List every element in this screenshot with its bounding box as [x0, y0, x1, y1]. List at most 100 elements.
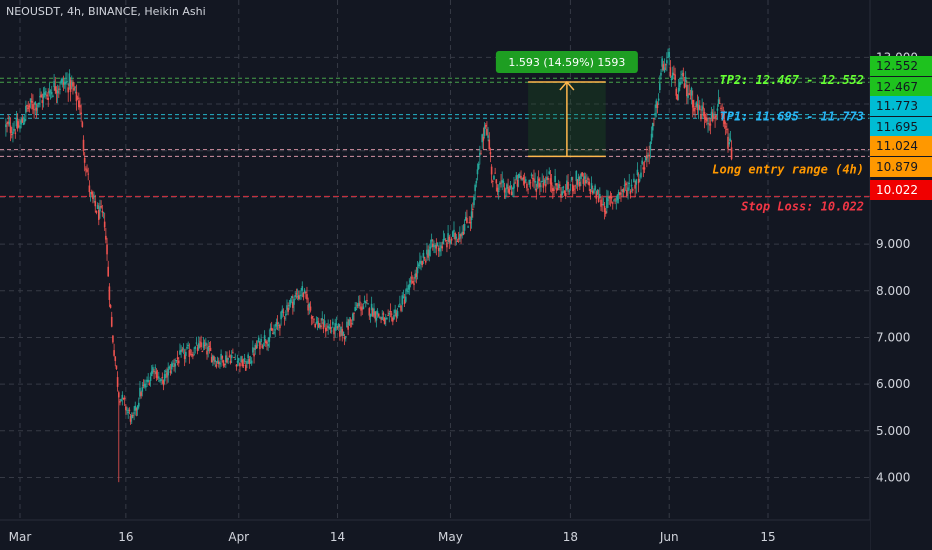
- candle-body: [426, 249, 428, 255]
- candle-body: [192, 355, 194, 357]
- candle-body: [577, 176, 580, 182]
- candle-body: [513, 183, 515, 189]
- candle-body: [139, 387, 141, 397]
- candle-body: [125, 406, 127, 411]
- candle-body: [604, 211, 607, 214]
- price-tick-label: 8.000: [876, 284, 910, 298]
- candle-body: [693, 108, 695, 112]
- candle-body: [347, 326, 349, 330]
- candle-body: [337, 323, 340, 328]
- candle-body: [479, 152, 481, 156]
- candle-body: [473, 196, 475, 206]
- candle-body: [433, 245, 435, 248]
- candle-body: [86, 169, 88, 172]
- level-badge-label: 11.024: [876, 139, 918, 153]
- candle-body: [210, 356, 213, 363]
- candle-body: [475, 181, 478, 184]
- candle-body: [341, 329, 344, 336]
- candle-body: [487, 135, 489, 138]
- candle-body: [213, 356, 215, 361]
- candle-body: [576, 179, 579, 185]
- candle-body: [647, 155, 649, 157]
- candle-body: [79, 105, 81, 108]
- candle-body: [682, 72, 685, 77]
- candle-body: [252, 347, 254, 353]
- time-tick-label: May: [438, 530, 463, 544]
- candle-body: [157, 376, 160, 379]
- candle-body: [87, 173, 90, 175]
- candle-body: [289, 299, 292, 305]
- candle-body: [228, 355, 231, 357]
- candle-body: [319, 324, 321, 328]
- candle-body: [496, 187, 499, 192]
- candle-body: [527, 188, 529, 190]
- candle-body: [675, 88, 678, 96]
- candle-body: [602, 204, 605, 206]
- candle-body: [722, 115, 725, 119]
- candle-body: [524, 179, 527, 182]
- candle-body: [90, 191, 93, 195]
- candle-body: [420, 261, 422, 264]
- candle-body: [609, 196, 612, 198]
- candle-body: [442, 238, 445, 245]
- candle-body: [245, 364, 247, 371]
- candle-body: [148, 383, 151, 386]
- candle-body: [329, 327, 332, 329]
- measure-label: 1.593 (14.59%) 1593: [508, 56, 625, 69]
- candle-body: [342, 331, 345, 336]
- candle-body: [607, 199, 609, 201]
- candle-body: [168, 366, 171, 369]
- candle-body: [56, 90, 59, 94]
- candle-body: [194, 346, 197, 349]
- candle-body: [283, 317, 286, 319]
- candle-body: [323, 320, 326, 325]
- candle-body: [368, 308, 371, 316]
- candle-body: [669, 67, 672, 77]
- candle-body: [237, 358, 240, 361]
- candle-body: [615, 200, 618, 202]
- candle-body: [666, 60, 668, 64]
- candle-body: [593, 190, 595, 194]
- candle-body: [631, 189, 634, 191]
- candle-body: [275, 322, 278, 327]
- candle-body: [522, 176, 525, 180]
- time-axis-bg: [0, 520, 870, 550]
- candle-body: [234, 358, 237, 360]
- candle-body: [116, 377, 119, 387]
- candle-body: [471, 208, 474, 210]
- time-tick-label: Jun: [659, 530, 679, 544]
- candle-body: [493, 175, 495, 180]
- candle-body: [455, 236, 458, 239]
- candle-body: [519, 175, 521, 178]
- candle-body: [548, 171, 551, 174]
- candle-body: [596, 190, 599, 195]
- candle-body: [133, 412, 135, 414]
- candle-body: [594, 185, 596, 191]
- candle-body: [206, 350, 208, 355]
- candle-body: [96, 205, 99, 210]
- measure-arrow-head: [559, 80, 575, 91]
- candle-body: [434, 245, 436, 247]
- candle-body: [497, 190, 500, 192]
- candle-body: [653, 118, 655, 120]
- candle-body: [48, 90, 51, 94]
- candle-body: [502, 180, 505, 183]
- candle-body: [562, 186, 565, 188]
- candle-body: [550, 182, 553, 186]
- candle-body: [173, 365, 175, 367]
- candle-body: [222, 360, 225, 366]
- candle-body: [380, 318, 382, 320]
- candle-body: [657, 98, 660, 101]
- candle-body: [490, 166, 493, 175]
- candle-body: [85, 168, 87, 170]
- candle-body: [313, 318, 315, 320]
- candle-body: [107, 266, 110, 277]
- candle-body: [616, 194, 619, 201]
- candle-body: [221, 356, 224, 359]
- candle-body: [422, 252, 425, 258]
- candle-body: [709, 123, 712, 126]
- candle-body: [109, 305, 112, 308]
- candle-body: [673, 73, 675, 75]
- candle-body: [186, 347, 188, 349]
